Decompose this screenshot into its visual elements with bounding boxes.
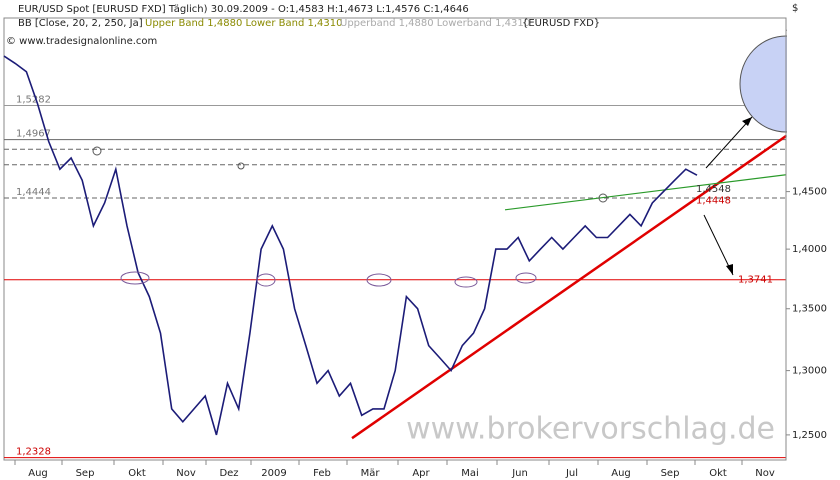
arrow [705, 116, 753, 169]
y-tick-label: 1,4000 [792, 244, 827, 255]
watermark: www.brokervorschlag.de [406, 412, 775, 447]
x-tick-label: Nov [755, 468, 775, 479]
x-tick-label: Okt [709, 468, 727, 479]
marker [366, 273, 392, 287]
indicator-name: BB [Close, 20, 2, 250, Ja] [18, 18, 143, 29]
level-label: 1,2328 [16, 447, 51, 458]
marker [92, 146, 102, 156]
x-tick-label: Okt [128, 468, 146, 479]
annotation: 1,4448 [696, 195, 731, 206]
level-label: 1,4444 [16, 187, 51, 198]
price-line [3, 55, 698, 436]
indicator-upper: Upper Band 1,4880 Lower Band 1,4310 [145, 18, 342, 29]
x-tick-label: Nov [176, 468, 196, 479]
x-tick-label: Aug [28, 468, 48, 479]
marker [237, 162, 245, 170]
x-tick-label: Jul [565, 468, 578, 479]
chart-header: EUR/USD Spot [EURUSD FXD] Täglich) 30.09… [18, 4, 469, 15]
level-label: 1,5282 [16, 95, 51, 106]
y-tick-label: 1,3000 [792, 366, 827, 377]
trendline [351, 135, 787, 440]
indicator-symbol: {EURUSD FXD} [522, 18, 600, 29]
x-tick-label: 2009 [261, 468, 286, 479]
marker [598, 193, 608, 203]
plot-frame [3, 17, 787, 461]
x-tick-label: Feb [313, 468, 331, 479]
x-tick-label: Mai [461, 468, 479, 479]
copyright: © www.tradesignalonline.com [6, 36, 157, 47]
currency: $ [792, 3, 798, 14]
y-tick-label: 1,2500 [792, 430, 827, 441]
y-tick-label: 1,3500 [792, 304, 827, 315]
arrow-head [742, 117, 752, 126]
mask [787, 18, 840, 168]
x-tick-label: Aug [611, 468, 631, 479]
level-label: 1,3741 [738, 275, 773, 286]
x-tick-label: Sep [661, 468, 680, 479]
marker [454, 276, 478, 288]
x-tick-label: Sep [76, 468, 95, 479]
x-tick-label: Apr [412, 468, 430, 479]
level-label: 1,4967 [16, 129, 51, 140]
x-tick-label: Dez [219, 468, 238, 479]
arrow-head [726, 264, 733, 275]
x-tick-label: Mär [361, 468, 381, 479]
arrow [703, 214, 734, 276]
indicator-gray: Upperband 1,4880 Lowerband 1,4310 [340, 18, 530, 29]
trendline [504, 174, 787, 211]
marker [120, 271, 150, 285]
x-tick-label: Jun [511, 468, 528, 479]
marker [515, 272, 537, 284]
marker [256, 273, 276, 287]
y-tick-label: 1,4500 [792, 187, 827, 198]
annotation: 1,4548 [696, 184, 731, 195]
